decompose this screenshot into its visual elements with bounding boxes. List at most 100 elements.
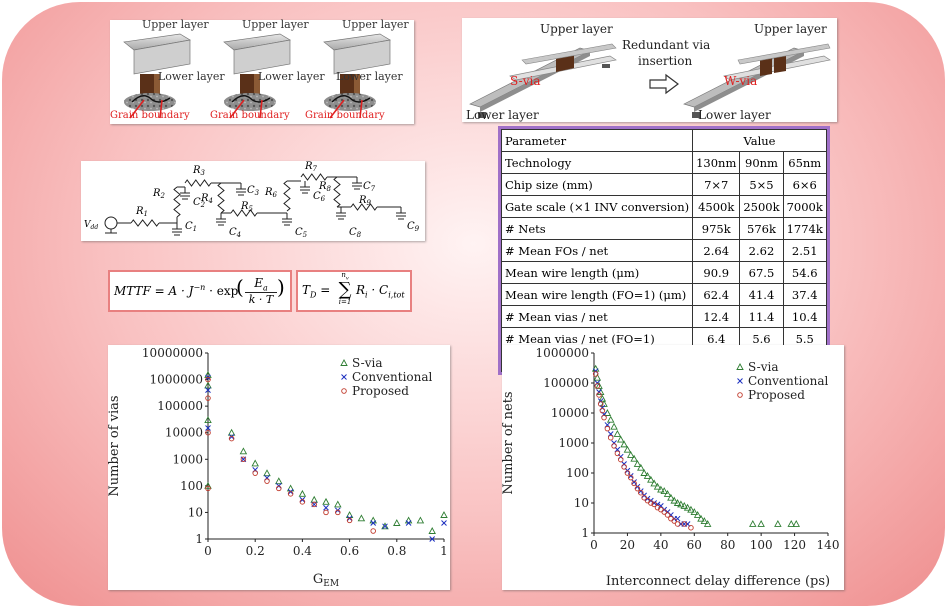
data-point — [405, 520, 412, 526]
td-term2: · C — [367, 283, 389, 297]
mttf-denominator: k · T — [245, 292, 277, 306]
mttf-paren-left: ( — [236, 275, 244, 299]
row-value: 6×6 — [782, 173, 827, 196]
data-point — [613, 430, 622, 437]
data-point — [648, 500, 654, 506]
y-tick-label: 1000000 — [150, 373, 203, 387]
grain-boundary-label-2: Grain boundary — [210, 110, 290, 121]
r6-label: R6 — [264, 187, 278, 199]
data-point — [671, 518, 677, 524]
data-point — [382, 523, 388, 530]
grain-boundary-figure: Upper layer Upper layer Upper layer Lowe… — [110, 18, 414, 124]
row-value: 90nm — [739, 151, 784, 174]
data-point — [774, 520, 782, 527]
data-point — [673, 499, 682, 506]
data-point — [346, 517, 353, 524]
data-point — [664, 512, 671, 518]
r5-label: R5 — [240, 201, 254, 213]
x-tick-label: 0.6 — [340, 544, 359, 558]
data-point — [687, 505, 695, 513]
data-point — [611, 443, 617, 449]
data-point — [641, 494, 647, 501]
vdd-label: Vdd — [84, 220, 98, 231]
data-point — [205, 376, 211, 383]
c6-label: C6 — [313, 191, 326, 203]
data-point — [620, 440, 628, 448]
data-point — [428, 527, 436, 534]
data-point — [681, 521, 688, 527]
row-value: 67.5 — [739, 261, 784, 284]
parameter-table: Parameter Value Technology 130nm 90nm 65nm C… — [498, 126, 830, 375]
data-point — [205, 387, 211, 393]
row-value: 6.4 — [692, 327, 741, 350]
legend-marker — [737, 378, 743, 384]
y-tick-label: 100 — [180, 479, 203, 493]
legend-label: Proposed — [748, 388, 805, 402]
data-point — [204, 481, 212, 489]
grain-boundary-label-3: Grain boundary — [305, 110, 385, 121]
data-point — [205, 395, 211, 401]
row-value: 2.62 — [739, 239, 784, 262]
x-tick-label: 100 — [750, 538, 773, 552]
row-value: 7000k — [782, 195, 827, 218]
row-value: 7×7 — [692, 173, 741, 196]
row-label: Chip size (mm) — [500, 173, 694, 196]
data-point — [792, 520, 801, 527]
data-point — [749, 520, 757, 527]
row-value: 130nm — [692, 151, 741, 174]
data-point — [670, 496, 678, 504]
y-tick-label: 1 — [581, 526, 589, 540]
via-action-line2: insertion — [638, 54, 693, 68]
data-point — [628, 474, 634, 481]
data-point — [404, 516, 413, 524]
data-point — [598, 394, 607, 402]
data-point — [276, 485, 282, 492]
data-point — [690, 508, 699, 515]
row-value: 65nm — [782, 151, 827, 174]
data-point — [637, 488, 644, 494]
mttf-paren-right: ) — [277, 275, 285, 299]
table-row: # Mean vias / net 12.4 11.4 10.4 — [500, 305, 827, 328]
data-point — [357, 514, 366, 522]
row-value: 2.64 — [692, 239, 741, 262]
x-tick-label: 20 — [620, 538, 635, 552]
data-point — [204, 416, 212, 423]
data-point — [683, 503, 692, 511]
td-symbol: T — [302, 283, 311, 297]
legend-marker — [736, 363, 744, 370]
via-right-lower-label: Lower layer — [698, 108, 771, 122]
td-sub: D — [310, 290, 317, 300]
grain-lower-label-1: Lower layer — [158, 70, 225, 83]
x-tick-label: 0 — [204, 544, 212, 558]
mttf-exp: · exp — [205, 284, 239, 298]
grain-boundary-drawing — [123, 33, 391, 119]
td-sum-top: n — [341, 271, 346, 279]
y-tick-label: 10000 — [165, 426, 203, 440]
data-point — [594, 383, 601, 389]
x-tick-label: 120 — [783, 538, 806, 552]
data-point — [650, 479, 658, 487]
data-point — [674, 521, 681, 527]
y-axis-label: Number of vias — [108, 395, 122, 496]
data-point — [205, 425, 211, 431]
data-point — [621, 464, 627, 470]
data-point — [429, 536, 436, 542]
grain-lower-label-2: Lower layer — [258, 70, 325, 83]
x-axis-label: Interconnect delay difference (ps) — [606, 574, 830, 589]
y-tick-label: 10 — [188, 505, 203, 519]
data-point — [597, 401, 604, 407]
td-term-sub: i — [365, 290, 368, 300]
table-row: Gate scale (×1 INV conversion) 4500k 2500k… — [500, 195, 827, 218]
data-point — [322, 497, 330, 505]
data-point — [275, 477, 283, 485]
mttf-numerator-sub: a — [262, 283, 268, 293]
via-insertion-drawing — [469, 43, 831, 118]
r4-label: R4 — [200, 193, 213, 205]
row-label: Mean wire length (μm) — [500, 261, 694, 284]
sum-icon: ∑ — [338, 279, 352, 301]
data-point — [287, 491, 294, 497]
row-label: # Mean vias / net (FO=1) — [500, 327, 694, 350]
data-point — [252, 470, 258, 476]
c5-label: C5 — [295, 227, 308, 239]
